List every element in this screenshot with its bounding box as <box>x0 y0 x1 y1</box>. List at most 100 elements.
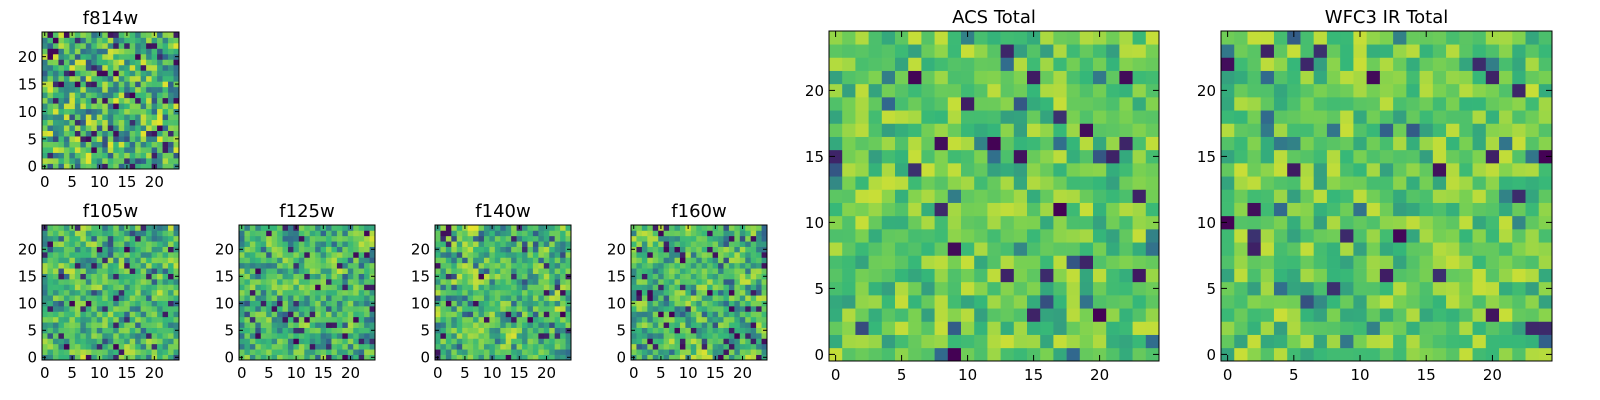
heatmap-cell <box>315 284 321 291</box>
heatmap-cell <box>1287 334 1301 349</box>
heatmap-cell <box>868 110 883 124</box>
heatmap-cell <box>157 316 163 323</box>
heatmap-cell <box>69 64 76 71</box>
heatmap-cell <box>113 327 120 334</box>
heatmap-cell <box>1145 347 1160 362</box>
heatmap-cell <box>249 338 256 345</box>
heatmap-cell <box>1340 308 1354 322</box>
heatmap-cell <box>483 225 490 231</box>
heatmap-cell <box>1260 321 1275 335</box>
heatmap-cell <box>42 268 48 274</box>
heatmap-cell <box>260 322 267 328</box>
heatmap-cell <box>881 202 896 217</box>
heatmap-cell <box>1538 176 1553 190</box>
heatmap-cell <box>723 268 730 274</box>
heatmap-cell <box>1027 281 1041 296</box>
heatmap-cell <box>85 230 92 237</box>
heatmap-cell <box>908 57 922 71</box>
heatmap-cell <box>47 300 54 307</box>
heatmap-cell <box>478 354 485 361</box>
heatmap-cell <box>974 334 988 349</box>
heatmap-cell <box>1234 255 1248 269</box>
heatmap-cell <box>842 229 856 243</box>
heatmap-cell <box>1393 189 1407 203</box>
y-tick-label: 20 <box>18 241 37 259</box>
heatmap-cell <box>63 289 70 296</box>
heatmap-cell <box>855 97 869 111</box>
heatmap-cell <box>129 333 136 339</box>
heatmap-cell <box>266 257 272 264</box>
heatmap-cell <box>1499 70 1513 85</box>
heatmap-cell <box>309 241 316 247</box>
heatmap-cell <box>85 92 92 99</box>
heatmap-cell <box>1132 347 1147 362</box>
heatmap-cell <box>266 311 272 318</box>
heatmap-cells-f105w <box>42 225 180 361</box>
heatmap-cell <box>1340 189 1354 203</box>
heatmap-cell <box>1525 176 1540 190</box>
heatmap-cell <box>445 257 452 264</box>
heatmap-cell <box>151 86 158 93</box>
heatmap-cell <box>102 97 109 104</box>
heatmap-cell <box>1079 202 1094 217</box>
heatmap-cell <box>462 262 468 269</box>
heatmap-cell <box>505 262 512 269</box>
heatmap-cell <box>690 300 697 307</box>
heatmap-cell <box>554 230 561 237</box>
heatmap-cell <box>140 97 147 104</box>
heatmap-cell <box>331 322 338 328</box>
heatmap-cell <box>47 225 54 231</box>
heatmap-cell <box>58 284 65 291</box>
heatmap-cell <box>347 338 354 345</box>
heatmap-cell <box>734 349 741 355</box>
heatmap-cell <box>135 262 141 269</box>
heatmap-cell <box>244 322 251 328</box>
heatmap-cell <box>96 130 103 137</box>
heatmap-cell <box>881 334 896 349</box>
heatmap-cell <box>511 284 517 291</box>
heatmap-cell <box>489 252 496 258</box>
heatmap-cell <box>1459 242 1473 256</box>
heatmap-cell <box>347 230 354 237</box>
heatmap-cell <box>1066 149 1081 164</box>
heatmap-cell <box>113 349 120 355</box>
heatmap-cell <box>456 257 463 264</box>
heatmap-cell <box>63 246 70 253</box>
heatmap-cell <box>451 311 458 318</box>
heatmap-cell <box>63 343 70 350</box>
heatmap-cell <box>473 300 479 307</box>
heatmap-cell <box>451 295 458 301</box>
heatmap-cell <box>358 338 365 345</box>
heatmap-cell <box>47 125 54 131</box>
heatmap-cell <box>336 316 343 323</box>
heatmap-cell <box>663 284 670 291</box>
heatmap-cell <box>750 268 757 274</box>
heatmap-cell <box>315 327 321 334</box>
heatmap-cell <box>1393 321 1407 335</box>
heatmap-cell <box>1538 83 1553 98</box>
heatmap-cells-wfc3_ir_total <box>1221 31 1553 362</box>
heatmap-cell <box>647 273 654 280</box>
heatmap-cell <box>287 349 294 355</box>
heatmap-cell <box>565 333 572 339</box>
heatmap-cell <box>718 349 724 355</box>
heatmap-cell <box>146 327 152 334</box>
heatmap-cell <box>1379 268 1394 283</box>
heatmap-cell <box>140 257 147 264</box>
heatmap-cell <box>47 289 54 296</box>
heatmap-cell <box>135 268 141 274</box>
heatmap-cell <box>1393 149 1407 164</box>
heatmap-cell <box>107 327 114 334</box>
heatmap-cell <box>1525 57 1540 71</box>
x-tick-label: 20 <box>733 364 752 382</box>
heatmap-cell <box>631 268 637 274</box>
heatmap-cell <box>679 354 686 361</box>
heatmap-cell <box>1040 242 1054 256</box>
heatmap-cell <box>353 225 360 231</box>
heatmap-cell <box>961 334 975 349</box>
heatmap-cell <box>554 322 561 328</box>
heatmap-cell <box>47 322 54 328</box>
heatmap-cell <box>961 295 975 309</box>
heatmap-cell <box>565 311 572 318</box>
heatmap-cell <box>1079 149 1094 164</box>
